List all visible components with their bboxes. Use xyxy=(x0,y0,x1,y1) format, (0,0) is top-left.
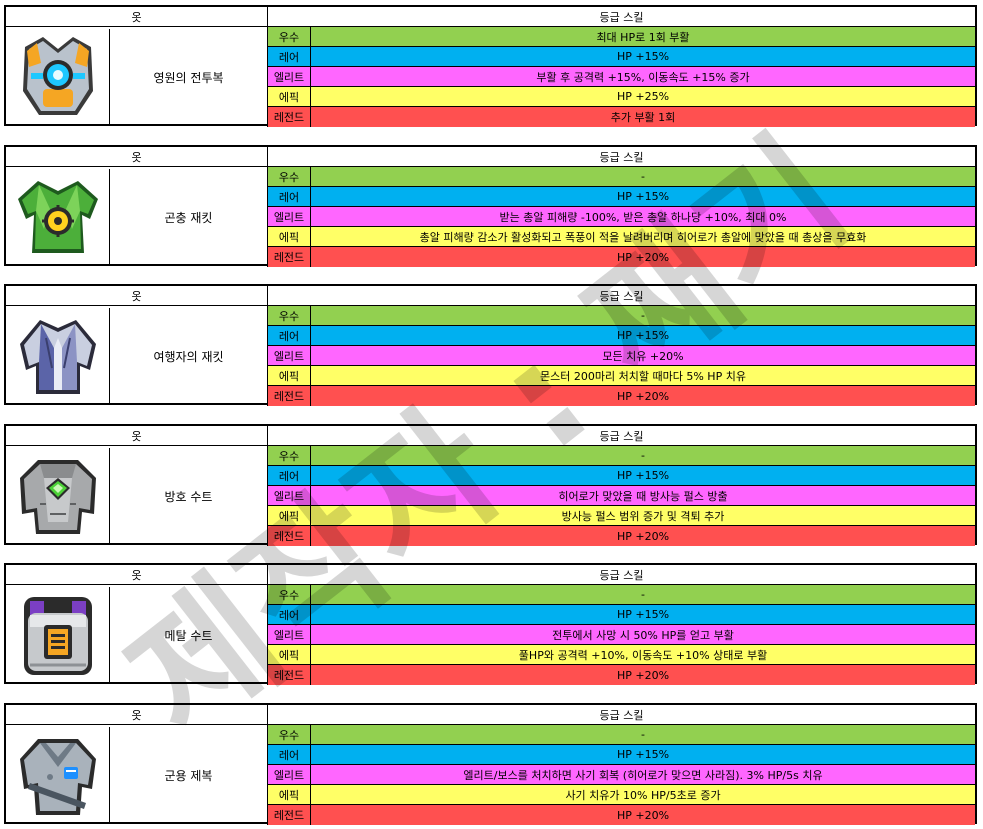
item-cell: 군용 제복 xyxy=(6,725,268,825)
grade-label: 에픽 xyxy=(268,506,311,526)
skill-text: HP +20% xyxy=(311,665,975,685)
item-table-6: 옷 등급 스킬 군용 제복 우수 - 레어 HP +15% 엘리트 엘리트/보스… xyxy=(4,703,977,825)
grade-label: 레전드 xyxy=(268,247,311,267)
metal-suit-icon xyxy=(6,587,110,683)
grade-label: 우수 xyxy=(268,27,311,47)
grade-label: 레어 xyxy=(268,47,311,67)
grade-label: 레어 xyxy=(268,605,311,625)
grade-label: 레전드 xyxy=(268,386,311,406)
grade-label: 레어 xyxy=(268,745,311,765)
grade-label: 엘리트 xyxy=(268,765,311,785)
skill-text: 엘리트/보스를 처치하면 사기 회복 (히어로가 맞으면 사라짐). 3% HP… xyxy=(311,765,975,785)
skill-text: 받는 총알 피해량 -100%, 받은 총알 하나당 +10%, 최대 0% xyxy=(311,207,975,227)
item-name: 군용 제복 xyxy=(164,768,213,783)
skill-text: 몬스터 200마리 처치할 때마다 5% HP 치유 xyxy=(311,366,975,386)
grade-label: 엘리트 xyxy=(268,207,311,227)
item-name: 영원의 전투복 xyxy=(153,70,224,85)
skill-text: HP +15% xyxy=(311,466,975,486)
header-skill: 등급 스킬 xyxy=(268,705,975,725)
grade-label: 레전드 xyxy=(268,665,311,685)
grade-label: 에픽 xyxy=(268,785,311,805)
skill-text: 방사능 펄스 범위 증가 및 격퇴 추가 xyxy=(311,506,975,526)
grade-label: 엘리트 xyxy=(268,67,311,87)
grade-label: 레어 xyxy=(268,187,311,207)
skill-text: HP +15% xyxy=(311,187,975,207)
armor-orange-icon xyxy=(6,29,110,125)
skill-text: HP +15% xyxy=(311,745,975,765)
item-table-5: 옷 등급 스킬 메탈 수트 우수 - 레어 HP +15% 엘리트 전투에서 사… xyxy=(4,563,977,685)
header-skill: 등급 스킬 xyxy=(268,565,975,585)
grade-label: 우수 xyxy=(268,585,311,605)
item-cell: 여행자의 재킷 xyxy=(6,306,268,406)
grade-label: 레전드 xyxy=(268,526,311,546)
skill-text: 모든 치유 +20% xyxy=(311,346,975,366)
skill-text: HP +20% xyxy=(311,805,975,825)
skill-text: 사기 치유가 10% HP/5초로 증가 xyxy=(311,785,975,805)
skill-text: HP +20% xyxy=(311,247,975,267)
header-skill: 등급 스킬 xyxy=(268,7,975,27)
item-cell: 곤충 재킷 xyxy=(6,167,268,267)
skill-text: 전투에서 사망 시 50% HP를 얻고 부활 xyxy=(311,625,975,645)
item-cell: 방호 수트 xyxy=(6,446,268,546)
grade-label: 엘리트 xyxy=(268,346,311,366)
grade-label: 엘리트 xyxy=(268,625,311,645)
skill-text: - xyxy=(311,306,975,326)
grade-label: 우수 xyxy=(268,167,311,187)
insect-jacket-icon xyxy=(6,169,110,265)
grade-label: 레어 xyxy=(268,326,311,346)
item-table-1: 옷 등급 스킬 영원의 전투복 우수 최대 HP로 1회 부활 레어 HP +1… xyxy=(4,5,977,127)
skill-text: 부활 후 공격력 +15%, 이동속도 +15% 증가 xyxy=(311,67,975,87)
military-uniform-icon xyxy=(6,727,110,823)
item-table-4: 옷 등급 스킬 방호 수트 우수 - 레어 HP +15% 엘리트 히어로가 맞… xyxy=(4,424,977,546)
hazmat-suit-icon xyxy=(6,448,110,544)
grade-label: 에픽 xyxy=(268,87,311,107)
item-name: 메탈 수트 xyxy=(164,628,213,643)
skill-text: - xyxy=(311,725,975,745)
header-item: 옷 xyxy=(6,7,268,27)
skill-text: - xyxy=(311,446,975,466)
item-name: 방호 수트 xyxy=(164,489,213,504)
header-skill: 등급 스킬 xyxy=(268,286,975,306)
grade-label: 레전드 xyxy=(268,805,311,825)
header-item: 옷 xyxy=(6,286,268,306)
grade-label: 우수 xyxy=(268,446,311,466)
item-cell: 메탈 수트 xyxy=(6,585,268,685)
item-table-3: 옷 등급 스킬 여행자의 재킷 우수 - 레어 HP +15% 엘리트 모든 치… xyxy=(4,284,977,406)
grade-label: 레전드 xyxy=(268,107,311,127)
item-cell: 영원의 전투복 xyxy=(6,27,268,127)
skill-text: 추가 부활 1회 xyxy=(311,107,975,127)
header-skill: 등급 스킬 xyxy=(268,147,975,167)
traveler-jacket-icon xyxy=(6,308,110,404)
skill-text: 히어로가 맞았을 때 방사능 펄스 방출 xyxy=(311,486,975,506)
grade-label: 레어 xyxy=(268,466,311,486)
skill-text: HP +15% xyxy=(311,326,975,346)
grade-label: 에픽 xyxy=(268,645,311,665)
skill-text: HP +20% xyxy=(311,526,975,546)
skill-text: - xyxy=(311,585,975,605)
skill-text: HP +25% xyxy=(311,87,975,107)
header-skill: 등급 스킬 xyxy=(268,426,975,446)
grade-label: 우수 xyxy=(268,725,311,745)
skill-text: 풀HP와 공격력 +10%, 이동속도 +10% 상태로 부활 xyxy=(311,645,975,665)
item-name: 곤충 재킷 xyxy=(164,210,213,225)
skill-text: HP +20% xyxy=(311,386,975,406)
grade-label: 엘리트 xyxy=(268,486,311,506)
header-item: 옷 xyxy=(6,565,268,585)
skill-text: HP +15% xyxy=(311,47,975,67)
grade-label: 에픽 xyxy=(268,227,311,247)
skill-text: HP +15% xyxy=(311,605,975,625)
skill-text: - xyxy=(311,167,975,187)
grade-label: 에픽 xyxy=(268,366,311,386)
header-item: 옷 xyxy=(6,147,268,167)
item-table-2: 옷 등급 스킬 곤충 재킷 우수 - 레어 HP +15% 엘리트 받는 총알 … xyxy=(4,145,977,267)
header-item: 옷 xyxy=(6,705,268,725)
grade-label: 우수 xyxy=(268,306,311,326)
header-item: 옷 xyxy=(6,426,268,446)
item-name: 여행자의 재킷 xyxy=(153,349,224,364)
skill-text: 최대 HP로 1회 부활 xyxy=(311,27,975,47)
skill-text: 총알 피해량 감소가 활성화되고 폭풍이 적을 날려버리며 히어로가 총알에 맞… xyxy=(311,227,975,247)
